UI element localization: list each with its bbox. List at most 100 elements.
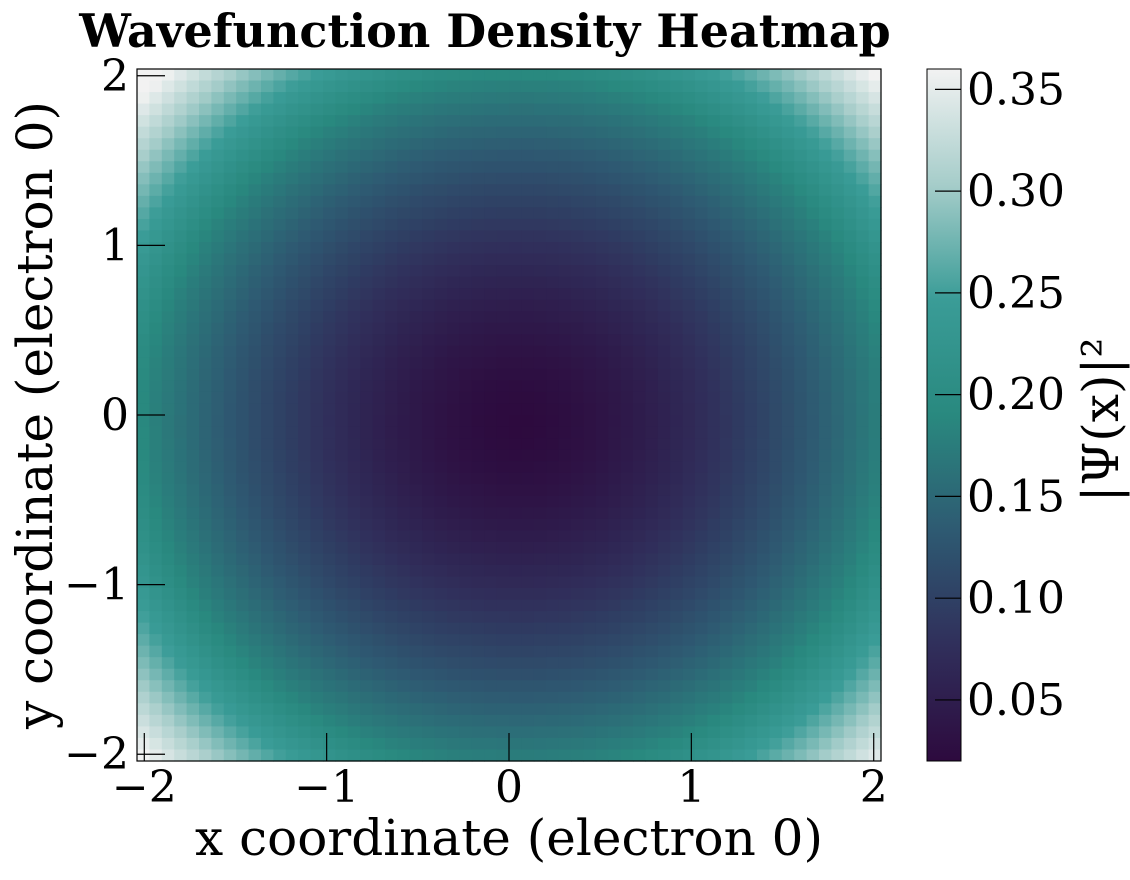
heatmap-cell bbox=[719, 541, 733, 554]
heatmap-cell bbox=[794, 391, 808, 405]
heatmap-cell bbox=[757, 115, 770, 128]
heatmap-cell bbox=[137, 495, 150, 508]
heatmap-cell bbox=[583, 103, 597, 116]
heatmap-cell bbox=[521, 149, 535, 162]
heatmap-cell bbox=[558, 541, 572, 554]
heatmap-cell bbox=[558, 484, 572, 497]
heatmap-cell bbox=[298, 207, 312, 220]
heatmap-cell bbox=[372, 265, 386, 278]
heatmap-cell bbox=[447, 703, 460, 716]
heatmap-cell bbox=[186, 749, 200, 762]
heatmap-cell bbox=[248, 599, 262, 612]
heatmap-cell bbox=[161, 69, 175, 82]
heatmap-cell bbox=[186, 380, 200, 393]
heatmap-cell bbox=[496, 391, 510, 405]
heatmap-cell bbox=[558, 461, 572, 474]
heatmap-cell bbox=[670, 380, 684, 393]
heatmap-cell bbox=[385, 426, 398, 439]
heatmap-cell bbox=[757, 461, 770, 474]
heatmap-cell bbox=[236, 726, 250, 739]
heatmap-cell bbox=[695, 126, 708, 139]
heatmap-cell bbox=[360, 103, 374, 116]
heatmap-cell bbox=[794, 461, 808, 474]
heatmap-cell bbox=[583, 541, 597, 554]
heatmap-cell bbox=[422, 426, 436, 439]
heatmap-cell bbox=[620, 115, 634, 128]
heatmap-cell bbox=[732, 403, 746, 416]
heatmap-cell bbox=[533, 622, 547, 635]
heatmap-cell bbox=[347, 634, 361, 647]
heatmap-cell bbox=[633, 461, 646, 474]
heatmap-cell bbox=[769, 242, 783, 255]
heatmap-cell bbox=[558, 495, 572, 508]
heatmap-cell bbox=[223, 299, 237, 312]
heatmap-cell bbox=[831, 611, 845, 624]
heatmap-cell bbox=[657, 588, 671, 601]
heatmap-cell bbox=[670, 242, 684, 255]
heatmap-cell bbox=[682, 288, 696, 301]
heatmap-cell bbox=[261, 138, 274, 151]
heatmap-cell bbox=[744, 680, 758, 693]
heatmap-cell bbox=[385, 472, 398, 485]
heatmap-cell bbox=[682, 472, 696, 485]
heatmap-cell bbox=[397, 276, 411, 289]
heatmap-cell bbox=[819, 161, 832, 174]
heatmap-cell bbox=[707, 288, 721, 301]
heatmap-cell bbox=[682, 576, 696, 589]
heatmap-cell bbox=[633, 345, 646, 358]
heatmap-cell bbox=[447, 311, 460, 324]
heatmap-cell bbox=[744, 726, 758, 739]
heatmap-cell bbox=[447, 438, 460, 451]
heatmap-cell bbox=[695, 276, 708, 289]
heatmap-cell bbox=[211, 657, 225, 670]
heatmap-cell bbox=[186, 299, 200, 312]
heatmap-cell bbox=[583, 495, 597, 508]
heatmap-cell bbox=[496, 680, 510, 693]
heatmap-cell bbox=[459, 749, 473, 762]
heatmap-cell bbox=[248, 588, 262, 601]
heatmap-cell bbox=[285, 288, 299, 301]
heatmap-cell bbox=[459, 645, 473, 658]
heatmap-cell bbox=[397, 449, 411, 462]
heatmap-cell bbox=[682, 230, 696, 243]
heatmap-cell bbox=[831, 507, 845, 520]
heatmap-cell bbox=[620, 265, 634, 278]
heatmap-cell bbox=[868, 368, 882, 381]
heatmap-cell bbox=[447, 276, 460, 289]
heatmap-cell bbox=[843, 391, 857, 405]
heatmap-cell bbox=[496, 80, 510, 93]
heatmap-cell bbox=[447, 415, 460, 428]
heatmap-cell bbox=[533, 334, 547, 347]
heatmap-cell bbox=[298, 149, 312, 162]
heatmap-cell bbox=[471, 242, 485, 255]
heatmap-cell bbox=[496, 657, 510, 670]
heatmap-cell bbox=[496, 322, 510, 335]
heatmap-cell bbox=[719, 634, 733, 647]
heatmap-cell bbox=[248, 92, 262, 105]
heatmap-cell bbox=[732, 207, 746, 220]
heatmap-cell bbox=[509, 138, 522, 151]
heatmap-cell bbox=[707, 230, 721, 243]
heatmap-cell bbox=[719, 415, 733, 428]
heatmap-cell bbox=[757, 126, 770, 139]
heatmap-cell bbox=[161, 184, 175, 197]
heatmap-cell bbox=[323, 195, 336, 208]
heatmap-cell bbox=[757, 80, 770, 93]
heatmap-cell bbox=[335, 311, 349, 324]
heatmap-cell bbox=[323, 576, 336, 589]
heatmap-cell bbox=[546, 461, 560, 474]
heatmap-cell bbox=[161, 495, 175, 508]
heatmap-cell bbox=[546, 657, 560, 670]
heatmap-cell bbox=[633, 530, 646, 543]
heatmap-cell bbox=[434, 242, 448, 255]
heatmap-cell bbox=[161, 726, 175, 739]
heatmap-cell bbox=[149, 368, 163, 381]
heatmap-cell bbox=[397, 138, 411, 151]
heatmap-cell bbox=[657, 345, 671, 358]
heatmap-cell bbox=[831, 265, 845, 278]
heatmap-cell bbox=[819, 449, 832, 462]
heatmap-cell bbox=[186, 322, 200, 335]
heatmap-cell bbox=[471, 622, 485, 635]
heatmap-cell bbox=[794, 657, 808, 670]
heatmap-cell bbox=[695, 726, 708, 739]
